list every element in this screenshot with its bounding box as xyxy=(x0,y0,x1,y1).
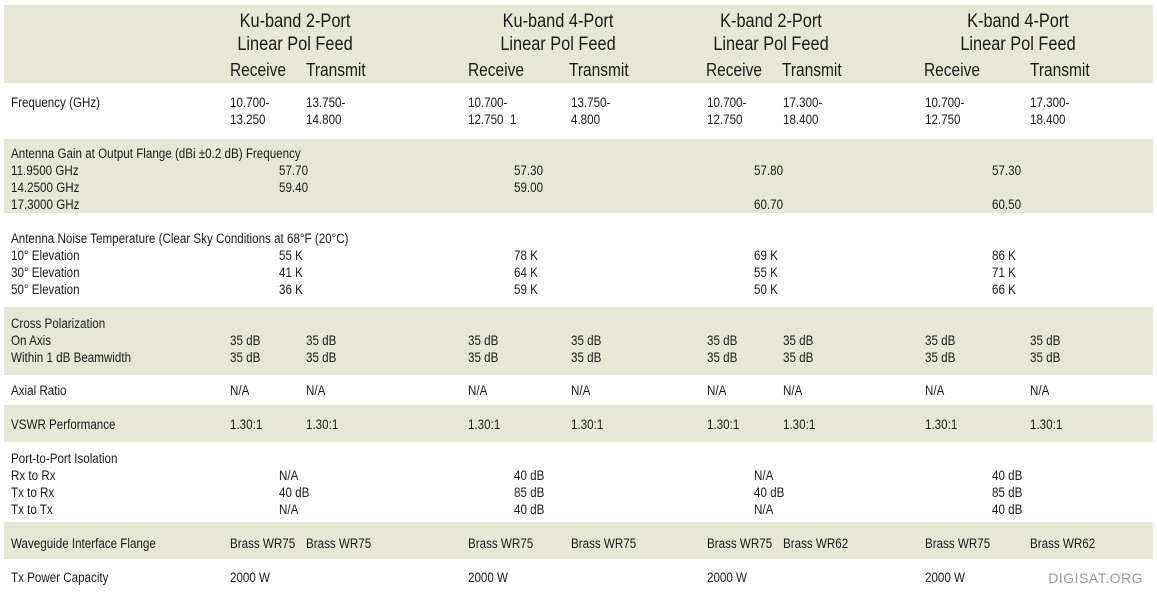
group-title-k-2port: K-band 2-Port Linear Pol Feed xyxy=(713,11,829,55)
table-cell: 86 K 71 K 66 K xyxy=(992,248,1016,297)
table-cell: 17.300- 18.400 xyxy=(783,95,823,127)
table-cell: 1.30:1 xyxy=(571,417,604,432)
table-cell: 35 dB 35 dB xyxy=(707,333,738,365)
row-label: VSWR Performance xyxy=(11,417,116,432)
table-cell: 1.30:1 xyxy=(925,417,958,432)
col-receive: Receive xyxy=(468,60,524,80)
table-cell: 2000 W xyxy=(468,570,509,585)
table-cell: 13.750- 4.800 xyxy=(571,95,611,127)
row-label: Antenna Noise Temperature (Clear Sky Con… xyxy=(11,231,349,297)
table-cell: N/A xyxy=(1030,383,1050,398)
row-band-vswr xyxy=(4,405,1153,442)
table-cell: N/A xyxy=(925,383,945,398)
col-receive: Receive xyxy=(924,60,980,80)
table-cell: Brass WR75 xyxy=(306,536,372,551)
table-cell: Brass WR62 xyxy=(783,536,849,551)
table-cell: 2000 W xyxy=(230,570,271,585)
row-band-xpol xyxy=(4,307,1153,375)
table-cell: 10.700- 12.750 xyxy=(707,95,747,127)
table-cell: 57.30 59.00 xyxy=(514,163,544,195)
table-cell: 78 K 64 K 59 K xyxy=(514,248,538,297)
table-cell: 55 K 41 K 36 K xyxy=(279,248,303,297)
table-cell: 13.750- 14.800 xyxy=(306,95,346,127)
col-transmit: Transmit xyxy=(1030,60,1090,80)
table-cell: 57.30 60.50 xyxy=(992,163,1022,212)
col-transmit: Transmit xyxy=(306,60,366,80)
col-transmit: Transmit xyxy=(569,60,629,80)
table-cell: N/A xyxy=(707,383,727,398)
row-label: Tx Power Capacity xyxy=(11,570,109,585)
table-cell: 1.30:1 xyxy=(230,417,263,432)
table-cell: 2000 W xyxy=(707,570,748,585)
table-cell: 1.30:1 xyxy=(468,417,501,432)
table-cell: 57.70 59.40 xyxy=(279,163,309,195)
table-cell: 35 dB 35 dB xyxy=(571,333,602,365)
table-cell: 35 dB 35 dB xyxy=(1030,333,1061,365)
table-cell: 10.700- 12.750 xyxy=(925,95,965,127)
table-cell: N/A xyxy=(571,383,591,398)
row-label: Frequency (GHz) xyxy=(11,95,101,110)
table-cell: 1.30:1 xyxy=(1030,417,1063,432)
table-cell: N/A xyxy=(783,383,803,398)
col-transmit: Transmit xyxy=(782,60,842,80)
table-cell: 2000 W xyxy=(925,570,966,585)
table-cell: Brass WR62 xyxy=(1030,536,1096,551)
table-cell: 35 dB 35 dB xyxy=(925,333,956,365)
table-cell: 40 dB 85 dB 40 dB xyxy=(514,468,545,517)
group-title-k-4port: K-band 4-Port Linear Pol Feed xyxy=(960,11,1076,55)
table-cell: Brass WR75 xyxy=(468,536,534,551)
table-cell: N/A 40 dB N/A xyxy=(279,468,310,517)
table-cell: 35 dB 35 dB xyxy=(306,333,337,365)
table-cell: 17.300- 18.400 xyxy=(1030,95,1070,127)
table-cell: N/A xyxy=(306,383,326,398)
row-band-flange xyxy=(4,522,1153,559)
table-cell: Brass WR75 xyxy=(707,536,773,551)
table-cell: 69 K 55 K 50 K xyxy=(754,248,778,297)
table-cell: 10.700- 13.250 xyxy=(230,95,270,127)
table-cell: N/A 40 dB N/A xyxy=(754,468,785,517)
table-cell: 10.700- 12.750 1 xyxy=(468,95,517,127)
table-cell: 57.80 60.70 xyxy=(754,163,784,212)
table-cell: Brass WR75 xyxy=(571,536,637,551)
table-cell: 40 dB 85 dB 40 dB xyxy=(992,468,1023,517)
table-cell: 1.30:1 xyxy=(306,417,339,432)
table-cell: 1.30:1 xyxy=(707,417,740,432)
row-label: Antenna Gain at Output Flange (dBi ±0.2 … xyxy=(11,146,301,212)
table-cell: Brass WR75 xyxy=(230,536,296,551)
row-label: Cross Polarization On Axis Within 1 dB B… xyxy=(11,316,132,365)
table-cell: 35 dB 35 dB xyxy=(468,333,499,365)
header-band xyxy=(4,5,1153,83)
table-cell: 1.30:1 xyxy=(783,417,816,432)
group-title-ku-4port: Ku-band 4-Port Linear Pol Feed xyxy=(500,11,616,55)
table-cell: N/A xyxy=(230,383,250,398)
watermark: DIGISAT.ORG xyxy=(1048,570,1143,586)
table-cell: Brass WR75 xyxy=(925,536,991,551)
row-label: Port-to-Port Isolation Rx to Rx Tx to Rx… xyxy=(11,451,118,517)
row-band-gain xyxy=(4,139,1153,213)
col-receive: Receive xyxy=(706,60,762,80)
table-cell: N/A xyxy=(468,383,488,398)
table-cell: 35 dB 35 dB xyxy=(230,333,261,365)
table-cell: 35 dB 35 dB xyxy=(783,333,814,365)
row-label: Axial Ratio xyxy=(11,383,67,398)
row-label: Waveguide Interface Flange xyxy=(11,536,156,551)
group-title-ku-2port: Ku-band 2-Port Linear Pol Feed xyxy=(237,11,353,55)
col-receive: Receive xyxy=(230,60,286,80)
